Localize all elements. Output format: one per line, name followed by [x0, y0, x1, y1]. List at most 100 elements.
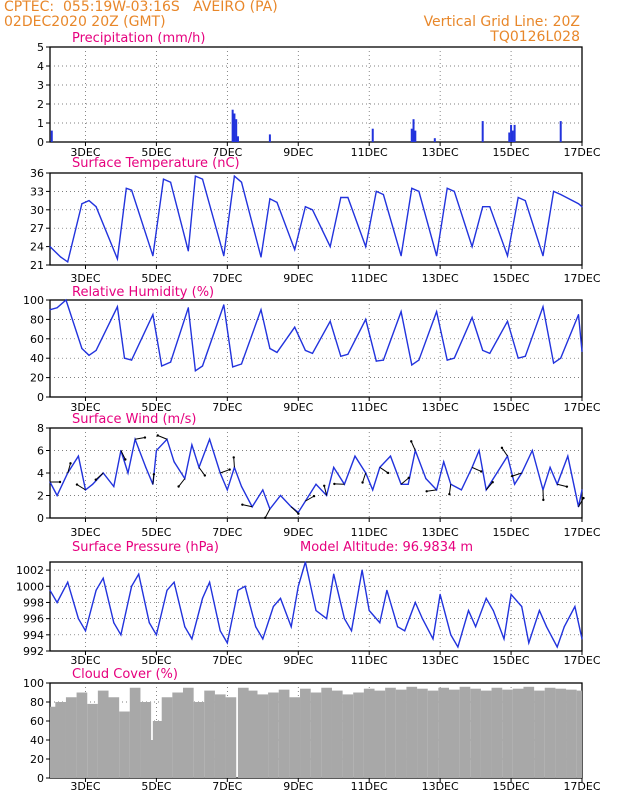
rh-point [411, 364, 413, 366]
x-tick-label: 7DEC [212, 654, 242, 667]
wind-arrow [323, 485, 328, 496]
wind-arrow-head [297, 512, 300, 515]
x-tick-label: 11DEC [351, 146, 388, 159]
pres-point [201, 597, 204, 600]
rh-point [311, 352, 314, 354]
y-tick-label: 80 [30, 696, 44, 709]
temp-point [269, 198, 271, 200]
pres-point [467, 609, 470, 612]
temp-point [260, 256, 262, 258]
x-tick-label: 5DEC [141, 526, 171, 539]
pres-point [545, 626, 548, 628]
pres-point [297, 585, 299, 587]
temp-point [125, 187, 127, 189]
precip-bar [511, 130, 514, 142]
y-tick-label: 60 [30, 715, 44, 728]
y-tick-label: 0 [37, 391, 44, 404]
rh-point [560, 357, 562, 359]
temp-point [276, 201, 278, 204]
temp-point [304, 206, 306, 208]
x-tick-label: 9DEC [283, 780, 313, 793]
cloud-bar [87, 703, 98, 778]
pres-point [563, 626, 565, 628]
temp-point [553, 190, 555, 192]
pres-point [404, 630, 406, 632]
wind-arrow-head [410, 440, 413, 443]
temp-point [294, 249, 296, 251]
rh-point [161, 365, 163, 367]
precip-bar [508, 132, 511, 142]
wind-arrow [198, 467, 206, 476]
pres-point [56, 601, 58, 604]
rh-point [232, 366, 234, 368]
temp-point [162, 178, 165, 180]
rh-point [418, 359, 420, 361]
rh-point [269, 347, 271, 350]
precip-bar [236, 136, 239, 142]
wind-arrow [120, 450, 126, 460]
temp-point [60, 256, 62, 258]
wind-arrow [157, 435, 168, 440]
wind-arrow-head [228, 468, 231, 471]
pres-point [166, 589, 168, 591]
wind-point [315, 483, 317, 485]
temp-point [517, 196, 519, 199]
grid-line-label: Vertical Grid Line: 20Z [423, 14, 580, 30]
rh-point [65, 299, 67, 301]
cloud-bar [374, 690, 386, 778]
cloud-bar [310, 692, 322, 778]
cloud-bar [278, 689, 290, 778]
panel-title: Relative Humidity (%) [72, 285, 214, 300]
pres-point [528, 642, 530, 644]
cloud-bar [152, 721, 164, 778]
pres-point [510, 593, 512, 595]
pres-point [379, 622, 381, 624]
temp-point [340, 196, 342, 199]
cloud-bar [193, 702, 205, 778]
y-tick-label: 8 [37, 422, 44, 435]
wind-arrow-head [58, 480, 62, 484]
cloud-bar [65, 697, 77, 778]
pres-point [237, 589, 239, 591]
x-tick-label: 3DEC [70, 401, 100, 414]
cloud-bar [363, 688, 375, 778]
wind-arrow-head [510, 474, 514, 478]
wind-arrow-head [361, 481, 364, 484]
panel-frame [49, 172, 583, 266]
y-tick-label: 20 [30, 372, 44, 385]
rh-point [577, 313, 580, 316]
y-tick-label: 24 [30, 241, 44, 254]
pres-point [67, 581, 69, 583]
temp-point [365, 246, 367, 248]
panel-title: Surface Wind (m/s) [72, 412, 196, 427]
cloud-bar [470, 688, 481, 778]
temp-point [435, 255, 438, 257]
temp-point [187, 250, 189, 252]
y-tick-label: 27 [30, 222, 44, 235]
wind-arrow [305, 495, 315, 502]
cloud-bar [119, 711, 130, 778]
wind-arrow [512, 472, 522, 477]
precip-bar [50, 130, 53, 142]
wind-arrow-head [263, 516, 267, 520]
x-tick-label: 7DEC [212, 526, 242, 539]
pres-point [191, 638, 193, 640]
wind-arrow-head [333, 482, 336, 486]
wind-point [91, 483, 94, 485]
cloud-bar [544, 687, 556, 778]
temp-point [311, 209, 314, 211]
cloud-bar [342, 694, 354, 778]
temp-point [329, 246, 331, 248]
x-tick-label: 3DEC [70, 654, 100, 667]
panel-wind: 0 2 4 6 8 3DEC 5DEC 7DEC 9DEC 11DEC 13DEC 15DEC 17DE… [37, 412, 601, 539]
pres-point [272, 605, 275, 608]
cloud-bar [459, 686, 471, 778]
cloud-bar [427, 690, 439, 778]
x-tick-label: 11DEC [351, 272, 388, 285]
cloud-bar [438, 687, 450, 778]
pres-point [333, 573, 335, 575]
pres-point [421, 618, 423, 620]
rh-point [56, 307, 58, 309]
wind-arrow [242, 504, 253, 508]
x-tick-label: 11DEC [351, 780, 388, 793]
